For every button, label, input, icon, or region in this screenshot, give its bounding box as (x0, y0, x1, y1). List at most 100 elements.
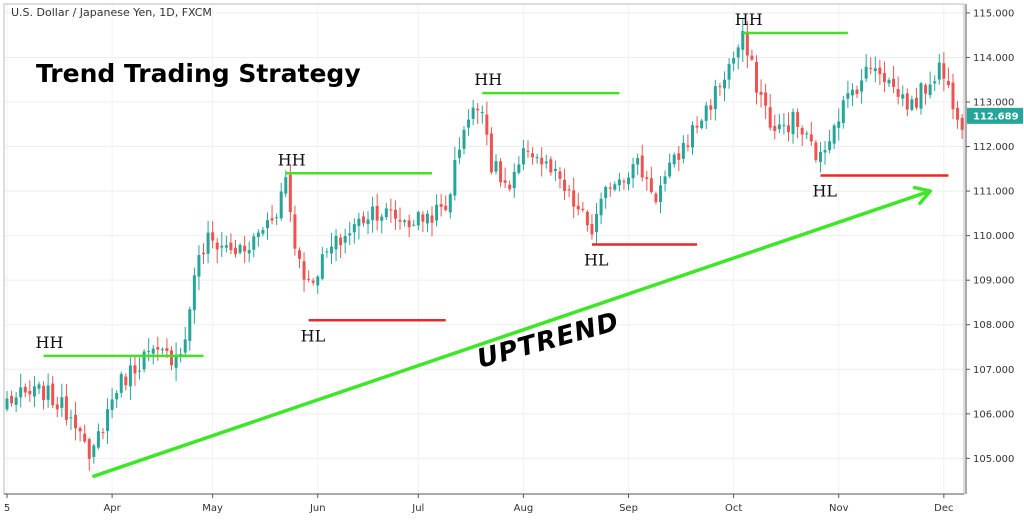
candle-body (37, 384, 41, 389)
price-axis-tick-label: 109.000 (973, 276, 1014, 287)
candle-body (860, 80, 864, 92)
candle-body (791, 111, 795, 135)
candle-body (713, 86, 717, 110)
candle-body (512, 171, 516, 189)
higher-high-label: HH (735, 10, 763, 29)
candle-body (165, 348, 169, 352)
candle-body (211, 232, 215, 241)
candle-body (156, 347, 160, 350)
candle-body (754, 61, 758, 93)
candle-body (462, 129, 466, 149)
candle-body (398, 219, 402, 222)
candle-body (928, 84, 932, 96)
candle-body (197, 255, 201, 277)
candle-body (489, 133, 493, 173)
candle-body (521, 148, 525, 165)
candle-body (722, 79, 726, 89)
candle-body (329, 246, 333, 254)
time-axis-tick-label: Sep (619, 503, 638, 514)
candle-body (170, 350, 174, 366)
price-axis-tick-label: 110.000 (973, 231, 1014, 242)
candle-body (256, 232, 260, 238)
candle-body (234, 247, 237, 255)
candle-body (553, 168, 557, 171)
candle-body (316, 276, 320, 286)
candle-body (718, 86, 722, 88)
candle-body (544, 161, 548, 164)
candle-body (709, 105, 713, 110)
symbol-label: U.S. Dollar / Japanese Yen, 1D, FXCM (11, 6, 212, 19)
candle-body (425, 213, 429, 224)
candle-body (805, 133, 809, 135)
candle-body (110, 399, 114, 410)
candle-body (343, 236, 347, 243)
candle-body (768, 107, 772, 128)
candle-body (773, 126, 777, 132)
candle-body (796, 112, 800, 127)
candle-body (55, 404, 59, 410)
time-axis-tick-label: Jul (411, 503, 424, 514)
candle-body (777, 124, 781, 130)
candle-body (288, 174, 292, 213)
candle-body (334, 235, 338, 250)
candle-body (581, 208, 585, 211)
candle-body (74, 414, 78, 429)
candle-body (403, 220, 407, 223)
candle-body (631, 164, 635, 179)
candle-body (128, 365, 132, 387)
candle-body (307, 278, 311, 280)
candle-body (421, 214, 425, 222)
candle-body (627, 177, 631, 185)
last-price-label: 112.689 (973, 111, 1019, 122)
candle-body (393, 209, 397, 219)
higher-high-label: HH (474, 70, 502, 89)
candle-body (869, 67, 873, 69)
candle-body (937, 62, 941, 80)
candle-body (471, 107, 475, 119)
candle-body (51, 383, 55, 406)
candle-body (732, 57, 736, 64)
axes: 105.000 106.000 107.000 108.000 109.000 110.0… (3, 3, 1023, 514)
candle-body (691, 125, 694, 148)
higher-high-label: HH (278, 150, 306, 169)
candle-body (677, 153, 681, 160)
price-axis-tick-label: 113.000 (973, 98, 1014, 109)
candle-body (919, 83, 923, 109)
candle-body (361, 216, 365, 224)
candle-body (531, 153, 535, 158)
candle-body (284, 177, 288, 194)
candle-body (764, 92, 768, 106)
time-axis-tick-label: Oct (725, 503, 742, 514)
candle-body (892, 78, 896, 87)
candle-body (622, 181, 626, 183)
trend-line (92, 189, 932, 478)
candle-body (215, 242, 219, 250)
candle-body (786, 125, 790, 133)
candle-body (297, 250, 301, 259)
candle-body (174, 354, 178, 368)
candle-body (873, 68, 877, 72)
candle-body (727, 64, 731, 80)
candle-body (5, 398, 9, 410)
candle-body (311, 280, 315, 283)
candle-body (42, 385, 46, 401)
price-axis-tick-label: 106.000 (973, 409, 1014, 420)
candle-body (275, 217, 279, 219)
candle-body (375, 205, 379, 221)
candle-body (617, 179, 621, 186)
candle-body (224, 245, 228, 248)
candle-body (942, 63, 946, 79)
candle-body (28, 390, 32, 395)
higher-low-label: HL (301, 326, 326, 345)
candle-body (92, 445, 96, 457)
candle-body (64, 396, 68, 420)
candle-body (818, 151, 822, 162)
level-lines: HH HH HH HH HL HL HL (36, 10, 949, 358)
candle-body (535, 157, 539, 159)
candle-body (499, 161, 503, 183)
time-axis-tick-label: Aug (514, 503, 534, 514)
candle-body (101, 432, 105, 434)
candle-body (882, 73, 886, 83)
candle-body (604, 186, 608, 198)
candle-body (293, 214, 297, 249)
